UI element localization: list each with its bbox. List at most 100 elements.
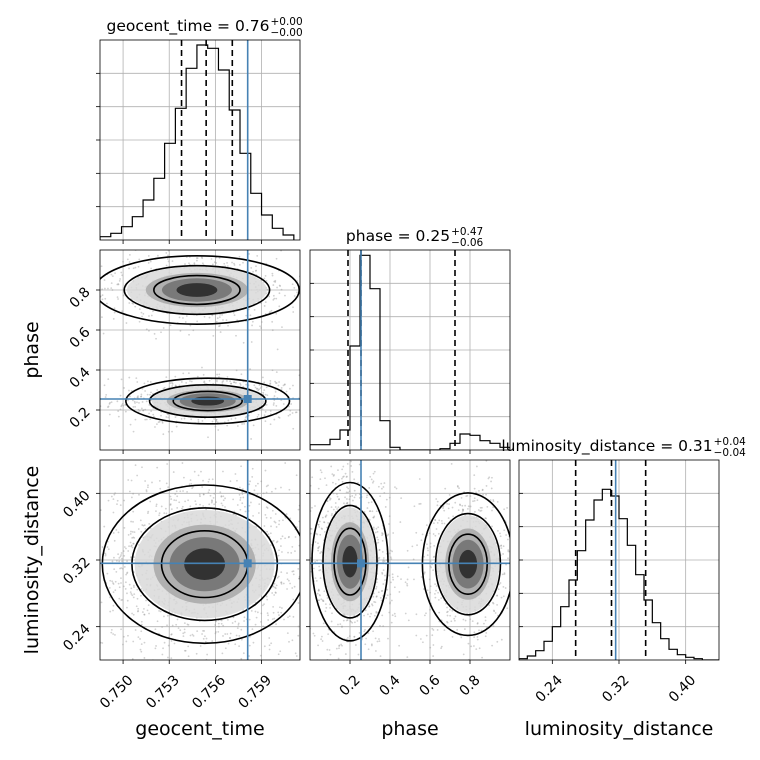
sample-point xyxy=(368,605,371,607)
sample-point xyxy=(415,613,418,616)
truth-marker xyxy=(357,559,365,568)
sample-point xyxy=(342,619,345,622)
sample-point xyxy=(346,619,349,621)
sample-point xyxy=(496,603,498,606)
histogram-panel-geocent_time xyxy=(100,40,300,240)
title-value: 0.31 xyxy=(678,437,713,455)
sample-point xyxy=(265,506,268,509)
sample-point xyxy=(314,561,317,563)
sample-point xyxy=(88,264,90,266)
sample-point xyxy=(317,589,320,592)
sample-point xyxy=(226,424,229,427)
sample-point xyxy=(382,583,385,585)
sample-point xyxy=(167,430,170,433)
sample-point xyxy=(110,287,113,289)
sample-point xyxy=(372,516,375,519)
sample-point xyxy=(478,647,481,650)
sample-point xyxy=(321,599,324,602)
sample-point xyxy=(319,552,322,554)
sample-point xyxy=(219,313,222,316)
sample-point xyxy=(335,647,338,650)
sample-point xyxy=(478,490,480,492)
sample-point xyxy=(326,648,329,651)
sample-point xyxy=(231,669,233,671)
sample-point xyxy=(323,521,325,523)
sample-point xyxy=(92,292,94,294)
sample-point xyxy=(412,558,415,561)
sample-point xyxy=(248,618,251,621)
sample-point xyxy=(267,619,270,621)
sample-point xyxy=(131,612,133,615)
sample-point xyxy=(117,298,119,300)
sample-point xyxy=(208,503,211,506)
sample-point xyxy=(306,400,308,402)
sample-point xyxy=(393,586,396,589)
sample-point xyxy=(434,518,436,521)
sample-point xyxy=(121,310,124,313)
sample-point xyxy=(332,292,334,294)
sample-point xyxy=(497,529,499,532)
sample-point xyxy=(354,644,357,646)
sample-point xyxy=(175,490,178,493)
sample-point xyxy=(231,663,233,665)
sample-point xyxy=(545,540,547,542)
sample-point xyxy=(461,510,464,513)
sample-point xyxy=(202,505,205,507)
sample-point xyxy=(353,496,356,499)
sample-point xyxy=(327,695,329,697)
sample-point xyxy=(125,322,128,324)
sample-point xyxy=(192,634,195,637)
sample-point xyxy=(450,462,453,465)
sample-point xyxy=(170,498,173,500)
sample-point xyxy=(121,403,124,405)
sample-point xyxy=(149,500,152,503)
sample-point xyxy=(319,577,322,580)
sample-point xyxy=(209,494,212,497)
sample-point xyxy=(201,257,204,260)
sample-point xyxy=(346,486,348,489)
sample-point xyxy=(372,472,375,475)
sample-point xyxy=(199,645,202,647)
sample-point xyxy=(179,629,182,632)
sample-point xyxy=(107,405,110,408)
sample-point xyxy=(152,413,155,416)
sample-point xyxy=(122,404,125,407)
sample-point xyxy=(345,491,348,494)
sample-point xyxy=(161,653,164,656)
sample-point xyxy=(296,634,298,636)
sample-point xyxy=(172,669,174,671)
sample-point xyxy=(266,507,269,509)
sample-point xyxy=(112,591,115,594)
sample-point xyxy=(459,503,461,506)
sample-point xyxy=(330,506,333,509)
sample-point xyxy=(144,528,147,530)
sample-point xyxy=(259,325,261,328)
sample-point xyxy=(165,416,168,418)
sample-point xyxy=(429,591,432,594)
sample-point xyxy=(322,600,325,603)
sample-point xyxy=(381,539,384,542)
sample-point xyxy=(286,572,288,574)
sample-point xyxy=(220,622,223,625)
sample-point xyxy=(189,380,191,382)
sample-point xyxy=(301,510,303,512)
sample-point xyxy=(119,504,122,507)
sample-point xyxy=(238,486,241,489)
sample-point xyxy=(428,532,431,535)
sample-point xyxy=(227,419,230,422)
sample-point xyxy=(255,616,258,619)
sample-point xyxy=(473,636,476,639)
sample-point xyxy=(502,553,505,555)
sample-point xyxy=(117,283,120,285)
sample-point xyxy=(146,609,149,612)
sample-point xyxy=(386,281,388,283)
sample-point xyxy=(434,534,437,537)
sample-point xyxy=(391,573,394,576)
sample-point xyxy=(111,275,114,278)
sample-point xyxy=(130,479,133,482)
sample-point xyxy=(220,502,223,505)
sample-point xyxy=(503,572,506,574)
sample-point xyxy=(167,413,170,416)
sample-point xyxy=(218,257,221,259)
sample-point xyxy=(143,641,146,644)
